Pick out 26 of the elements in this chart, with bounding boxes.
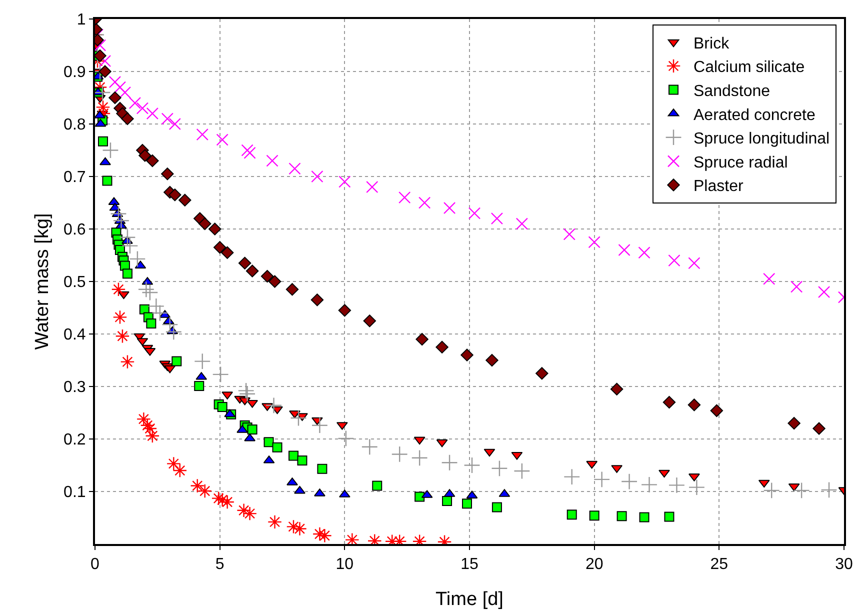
y-tick-label: 0.1	[64, 484, 86, 502]
x-tick-label: 15	[460, 556, 478, 574]
legend-label: Aerated concrete	[694, 106, 816, 124]
x-tick-label: 10	[336, 556, 354, 574]
y-tick-label: 0.3	[64, 379, 86, 396]
legend-label: Spruce longitudinal	[694, 130, 830, 148]
y-tick-label: 0.9	[64, 64, 86, 82]
legend-label: Calcium silicate	[694, 59, 805, 76]
x-axis-title: Time [d]	[436, 589, 504, 610]
x-tick-label: 30	[835, 556, 853, 574]
y-axis-title: Water mass [kg]	[32, 213, 53, 350]
y-tick-label: 0.7	[64, 169, 86, 186]
y-tick-label: 1	[76, 12, 86, 29]
x-tick-label: 25	[710, 556, 728, 574]
legend-label: Spruce radial	[694, 154, 788, 172]
x-tick-label: 20	[585, 556, 604, 574]
y-tick-label: 0.6	[64, 222, 86, 239]
x-tick-label: 5	[215, 556, 224, 574]
y-tick-label: 0.2	[64, 432, 86, 449]
y-tick-label: 0.8	[64, 116, 86, 134]
legend-label: Sandstone	[694, 82, 770, 100]
legend-label: Brick	[694, 35, 730, 52]
legend-label: Plaster	[694, 178, 744, 196]
x-tick-label: 0	[90, 556, 100, 574]
y-tick-label: 0.4	[64, 326, 86, 344]
y-tick-label: 0.5	[64, 274, 86, 292]
